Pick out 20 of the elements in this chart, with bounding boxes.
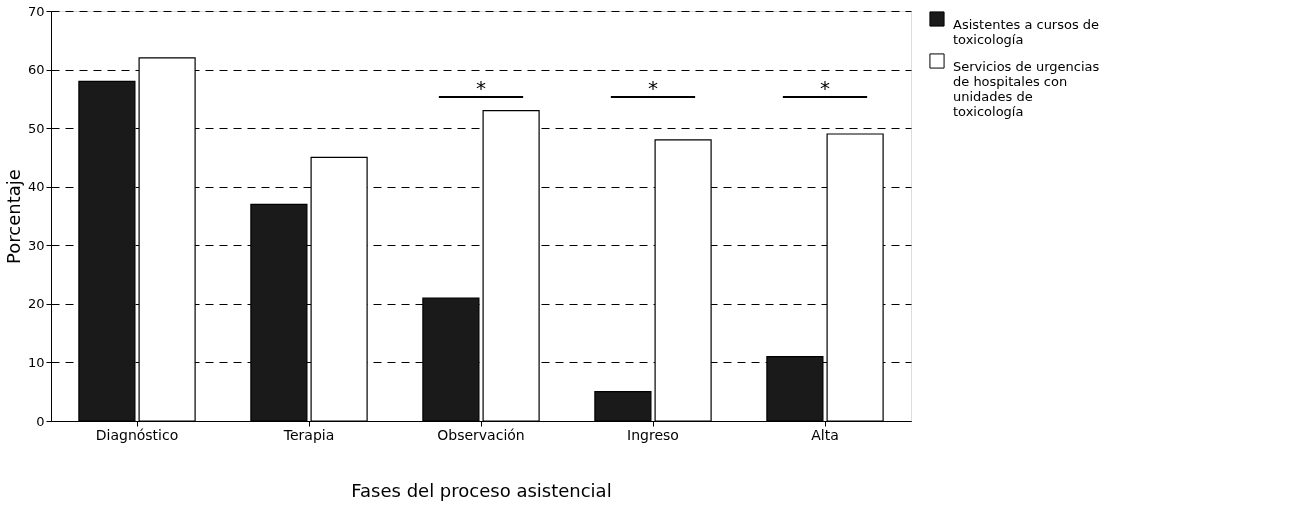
annotation: * [648, 76, 658, 101]
x-tick-label: Ingreso [627, 426, 679, 443]
x-tick-label: Alta [811, 426, 839, 443]
y-tick-label: 60 [27, 62, 45, 78]
y-tick-label: 40 [27, 179, 45, 195]
y-tick-label: 30 [27, 237, 45, 253]
x-tick-label: Observación [437, 426, 525, 443]
y-tick-label: 10 [27, 354, 45, 370]
y-axis-title: Porcentaje [2, 169, 24, 264]
y-tick-label: 0 [36, 413, 45, 429]
x-tick-label: Terapia [282, 426, 335, 443]
x-tick-label: Diagnóstico [95, 426, 179, 443]
x-axis-title: Fases del proceso asistencial [351, 479, 612, 501]
legend-label: Servicios de urgencias de hospitales con unidades de toxicología [953, 59, 1100, 119]
annotation: * [820, 76, 830, 101]
y-tick-label: 70 [27, 3, 45, 19]
y-tick-label: 20 [27, 296, 45, 312]
legend-label: Asistentes a cursos de toxicología [953, 17, 1100, 47]
annotation: * [476, 76, 486, 101]
y-tick-label: 50 [27, 120, 45, 136]
